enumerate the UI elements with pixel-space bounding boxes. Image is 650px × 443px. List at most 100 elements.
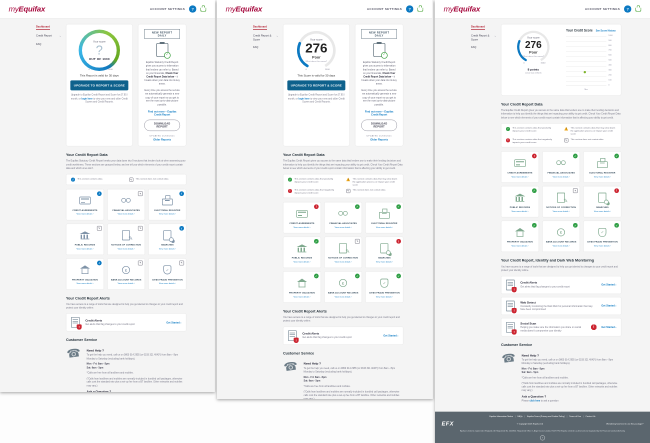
sidebar-item[interactable]: Dashboard xyxy=(252,25,278,31)
account-menu[interactable]: ACCOUNT SETTINGS xyxy=(366,7,402,11)
score-gauge-center: Your score ? OUT OF 1000 xyxy=(83,34,116,67)
alert-action-link[interactable]: Get Started › xyxy=(601,325,617,329)
basket-icon[interactable] xyxy=(417,5,424,12)
alert-document-icon xyxy=(70,317,82,330)
tile-status-badge-icon xyxy=(96,191,102,196)
alerts-paragraph: You have access to a range of tools that… xyxy=(282,316,400,323)
view-more-link[interactable]: View more details › xyxy=(375,295,393,298)
view-more-link[interactable]: View more details › xyxy=(76,282,94,285)
sidebar-item[interactable]: Credit Report & Score › xyxy=(471,34,496,41)
logo-my: my xyxy=(8,4,19,14)
older-reports-link[interactable]: Older Reports xyxy=(153,138,172,142)
alert-action-link[interactable]: Get Started › xyxy=(383,334,399,338)
account-menu[interactable]: ACCOUNT SETTINGS xyxy=(149,7,185,11)
tile-status-badge-icon xyxy=(96,260,102,266)
sidebar-item[interactable]: FAQ xyxy=(471,46,496,49)
legend-text: This section does not contain data xyxy=(570,138,604,141)
sidebar-item[interactable]: FAQ xyxy=(36,43,61,46)
score-data-point[interactable] xyxy=(583,70,587,74)
view-more-link[interactable]: View more details › xyxy=(334,295,352,298)
download-report-button[interactable]: DOWNLOAD REPORT xyxy=(361,119,397,132)
upgrade-button[interactable]: UPGRADE TO REPORT & SCORE xyxy=(70,80,129,91)
download-report-button[interactable]: DOWNLOAD REPORT xyxy=(144,119,180,132)
view-more-link[interactable]: View more details › xyxy=(293,226,311,229)
help-icon[interactable]: ? xyxy=(623,5,632,13)
credit-report-link[interactable]: Find out more – Equifax Credit Report xyxy=(364,110,394,117)
alert-title: Social Scan xyxy=(520,321,537,326)
footer-note[interactable]: Wondering how best to use this package? xyxy=(606,423,644,426)
sidebar-item[interactable]: Dashboard xyxy=(470,25,496,31)
alert-action-link[interactable]: Get Started › xyxy=(601,283,617,287)
tile-label: FINANCIAL ASSOCIATES xyxy=(112,209,140,212)
alert-title: Credit Alerts xyxy=(302,331,320,336)
older-reports-link[interactable]: Older Reports xyxy=(370,138,389,142)
login-link[interactable]: login here xyxy=(81,97,93,100)
help-icon[interactable]: ? xyxy=(188,5,197,13)
login-link[interactable]: login here xyxy=(298,97,310,100)
footer-link[interactable]: Contact Us xyxy=(585,415,596,418)
alert-action-link[interactable]: Get Started › xyxy=(601,304,617,308)
view-more-link[interactable]: View more details › xyxy=(158,248,176,251)
view-more-link[interactable]: View more details › xyxy=(158,213,176,216)
section-glyph-icon xyxy=(296,209,308,218)
view-more-link[interactable]: View more details › xyxy=(552,210,570,213)
view-more-link[interactable]: View more details › xyxy=(293,295,311,298)
score-value: 276 xyxy=(305,40,328,56)
sidebar-item[interactable]: Credit Report › xyxy=(36,34,61,38)
page-body: myEquifax ACCOUNT SETTINGS ? Dashboard xyxy=(217,0,432,399)
tile-icon xyxy=(379,207,390,220)
view-more-link[interactable]: View more details › xyxy=(593,210,611,213)
view-more-link[interactable]: View more details › xyxy=(334,226,352,229)
view-more-link[interactable]: View more details › xyxy=(552,245,570,248)
section-glyph-icon xyxy=(380,278,389,288)
view-more-link[interactable]: View more details › xyxy=(117,282,135,285)
view-more-link[interactable]: View more details › xyxy=(76,248,94,251)
sidebar-item[interactable]: Credit Report & Score › xyxy=(253,34,278,41)
footer-link[interactable]: FAQs xyxy=(518,416,528,418)
help-icon[interactable]: ? xyxy=(405,5,414,13)
footer-link[interactable]: Equifax Terms (Privacy and Cookie Policy… xyxy=(527,416,569,418)
view-more-link[interactable]: View more details › xyxy=(117,213,135,216)
legend-text: This section contains data that positive… xyxy=(512,126,552,133)
score-history-link[interactable]: See Score History xyxy=(595,29,616,32)
account-menu[interactable]: ACCOUNT SETTINGS xyxy=(584,7,620,11)
basket-icon[interactable] xyxy=(635,5,642,12)
upgrade-button[interactable]: UPGRADE TO REPORT & SCORE xyxy=(287,80,346,91)
footer-link[interactable]: Equifax Information Notice xyxy=(490,416,518,418)
view-more-link[interactable]: View more details › xyxy=(593,245,611,248)
alert-action-link[interactable]: Get Started › xyxy=(166,320,182,324)
view-more-link[interactable]: View more details › xyxy=(334,261,352,264)
view-more-link[interactable]: View more details › xyxy=(76,213,94,216)
view-more-link[interactable]: View more details › xyxy=(593,175,611,178)
section-glyph-icon xyxy=(122,230,133,242)
view-more-link[interactable]: View more details › xyxy=(293,261,311,264)
sidebar-item[interactable]: FAQ xyxy=(253,46,278,49)
report-section-tile: BANK ACCOUNT RECORDS View more details › xyxy=(542,220,581,252)
view-more-link[interactable]: View more details › xyxy=(117,248,135,251)
back-to-top-button[interactable]: ↑ xyxy=(539,435,545,441)
alerts-heading: Your Credit Report, Identity and Dark We… xyxy=(500,258,594,263)
click-here-link[interactable]: click here xyxy=(529,399,541,403)
report-updated-label: UPDATED 01/03/2021 xyxy=(149,135,175,138)
tile-legend: This section contains data This section … xyxy=(65,173,187,185)
score-sub-link[interactable]: What does this mean? xyxy=(305,60,328,63)
view-more-link[interactable]: View more details › xyxy=(511,210,529,213)
view-more-link[interactable]: View more details › xyxy=(375,261,393,264)
alert-card: Web Detect Constantly monitoring the Dar… xyxy=(500,296,622,316)
myequifax-logo: myEquifax xyxy=(8,4,46,14)
score-sub-link[interactable]: What does this mean? xyxy=(522,55,545,58)
basket-icon[interactable] xyxy=(200,5,207,12)
tile-icon xyxy=(514,157,526,170)
credit-report-link[interactable]: Find out more – Equifax Credit Report xyxy=(147,110,177,117)
customer-service-block: ☎ Need Help ? To get the help you need, … xyxy=(66,345,186,392)
view-more-link[interactable]: View more details › xyxy=(375,226,393,229)
legend-text: This section does not contain data xyxy=(135,177,169,180)
footer-link[interactable]: Terms of Use xyxy=(569,416,585,418)
sidebar-item[interactable]: Dashboard xyxy=(35,25,61,31)
view-more-link[interactable]: View more details › xyxy=(511,245,529,248)
tile-icon xyxy=(80,229,91,242)
view-more-link[interactable]: View more details › xyxy=(158,282,176,285)
view-more-link[interactable]: View more details › xyxy=(552,175,570,178)
view-more-link[interactable]: View more details › xyxy=(511,175,529,178)
tile-status-badge-icon xyxy=(396,239,401,244)
